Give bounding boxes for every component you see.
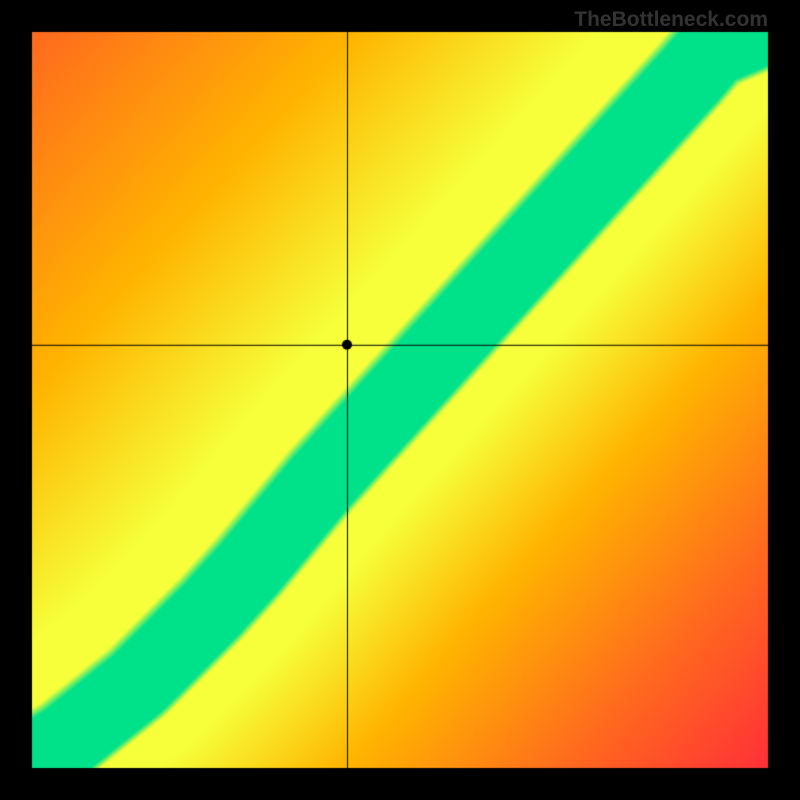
bottleneck-heatmap: [0, 0, 800, 800]
watermark-text: TheBottleneck.com: [574, 8, 768, 32]
